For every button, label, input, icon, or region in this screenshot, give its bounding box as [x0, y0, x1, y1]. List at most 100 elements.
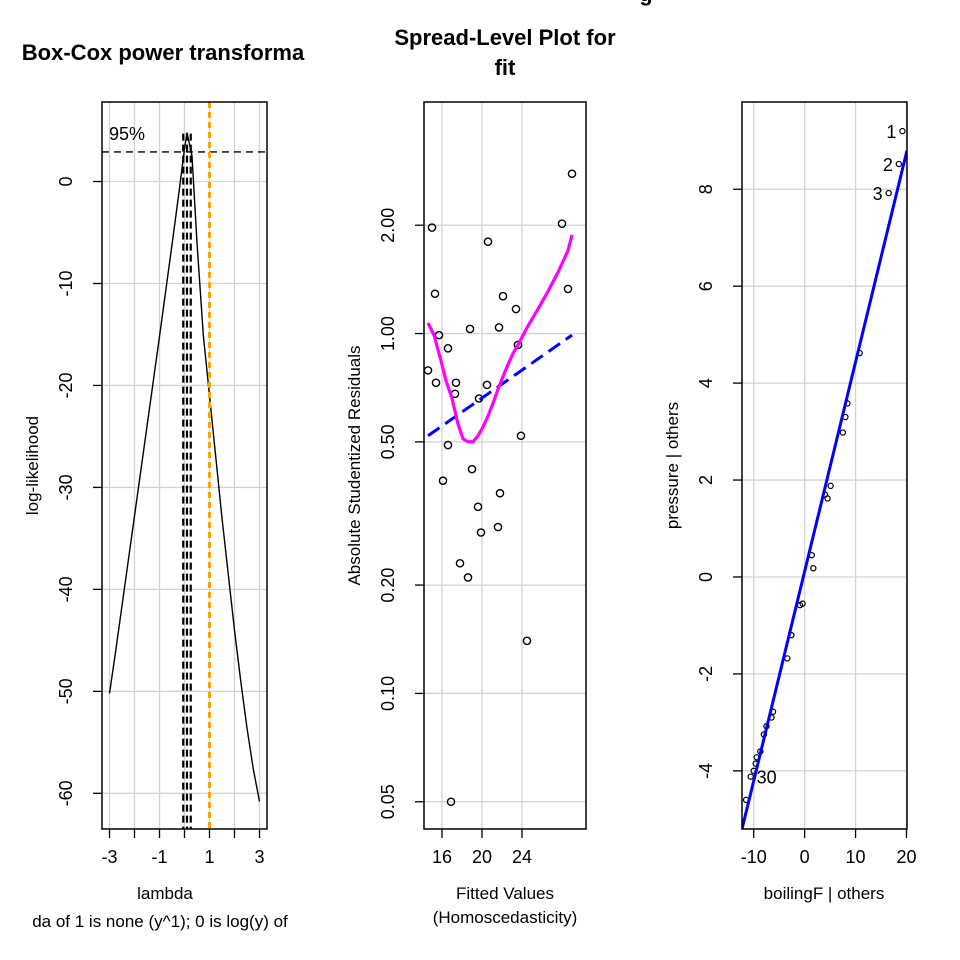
x-tick-label: 3	[254, 847, 264, 867]
residual-point	[451, 378, 461, 388]
y-tick-label: -20	[56, 372, 76, 398]
residual-point	[430, 289, 440, 299]
y-tick-label: 0.10	[378, 676, 398, 711]
residual-point	[557, 219, 567, 228]
regression-line	[742, 150, 907, 829]
partial-point	[895, 160, 903, 168]
residual-point	[482, 380, 492, 390]
plot-area	[742, 127, 907, 829]
partial-point	[810, 565, 817, 572]
point-label: 30	[757, 768, 777, 788]
residual-point	[495, 488, 505, 498]
residual-point	[465, 324, 475, 334]
plot-frame	[101, 101, 268, 830]
x-tick-label: -1	[151, 847, 167, 867]
panel-subtitle: da of 1 is none (y^1); 0 is log(y) of	[32, 912, 288, 931]
residual-point	[511, 304, 521, 314]
x-axis-label: Fitted Values	[456, 884, 554, 903]
y-tick-label: 0	[56, 177, 76, 187]
y-tick-label: 2.00	[378, 208, 398, 243]
cropped-figure-title: g	[639, 0, 652, 6]
x-tick-label: 20	[896, 847, 916, 867]
partial-point	[899, 127, 906, 135]
axes: -3 -1 1 3 0 -10 -20 -30 -40 -50 -60	[56, 177, 265, 867]
plot-area	[424, 169, 577, 807]
residual-point	[498, 291, 508, 301]
y-tick-label: -40	[56, 576, 76, 602]
partial-point	[885, 189, 892, 197]
residual-point	[513, 340, 523, 350]
x-tick-label: 16	[432, 847, 452, 867]
y-tick-label: 2	[696, 475, 716, 485]
box-cox-panel: -3 -1 1 3 0 -10 -20 -30 -40 -50 -60 Box-Cox power t…	[22, 40, 305, 931]
grid-lines	[102, 102, 267, 829]
y-axis-label: log-likelihood	[23, 416, 42, 515]
residual-point	[516, 431, 526, 441]
grid-lines	[742, 102, 908, 829]
x-axis-label: boilingF | others	[764, 884, 885, 903]
y-tick-label: 0.20	[378, 568, 398, 603]
log-likelihood-curve	[108, 132, 261, 802]
x-tick-label: -10	[741, 847, 767, 867]
x-tick-label: -3	[101, 847, 117, 867]
axes: -10 0 10 20 -4 -2 0 2 4 6 8	[696, 184, 917, 867]
axes: 16 20 24 0.05 0.10 0.20 0.50 1.00 2.00	[378, 208, 532, 867]
residual-point	[473, 502, 483, 512]
residual-point	[467, 464, 477, 474]
partial-point	[799, 600, 806, 607]
panel-title: fit	[495, 55, 516, 80]
spread-level-panel: 16 20 24 0.05 0.10 0.20 0.50 1.00 2.00 Spread-Lev…	[345, 25, 616, 927]
y-tick-label: -10	[56, 270, 76, 296]
residual-point	[431, 378, 441, 388]
point-label: 3	[873, 184, 883, 204]
x-tick-label: 0	[800, 847, 810, 867]
residual-point	[522, 636, 532, 646]
residual-point	[476, 528, 486, 537]
plot-frame	[423, 101, 587, 830]
point-label: 1	[886, 122, 896, 142]
ci-label: 95%	[109, 124, 145, 144]
residual-point	[563, 284, 573, 294]
panel-title: Spread-Level Plot for	[394, 25, 616, 50]
smooth-curve	[426, 234, 574, 444]
residual-point	[455, 558, 465, 568]
y-tick-label: -50	[56, 678, 76, 704]
residual-point	[446, 797, 456, 807]
y-tick-label: -2	[696, 666, 716, 682]
y-axis-label: pressure | others	[663, 402, 682, 529]
y-tick-label: 0.50	[378, 424, 398, 459]
y-tick-label: -30	[56, 474, 76, 500]
residual-point	[493, 522, 503, 532]
x-tick-label: 10	[846, 847, 866, 867]
residual-point	[567, 169, 577, 179]
residual-point	[424, 366, 433, 375]
residual-point	[443, 343, 453, 353]
y-tick-label: 6	[696, 281, 716, 291]
y-tick-label: 8	[696, 184, 716, 194]
x-tick-label: 1	[204, 847, 214, 867]
added-variable-panel: -10 0 10 20 -4 -2 0 2 4 6 8 boilingF | others pressu…	[663, 101, 917, 903]
partial-point	[824, 495, 831, 502]
residual-point	[443, 440, 453, 450]
y-tick-label: 1.00	[378, 316, 398, 351]
y-tick-label: 0	[696, 572, 716, 582]
x-axis-label: (Homoscedasticity)	[433, 908, 578, 927]
x-tick-label: 20	[472, 847, 492, 867]
x-tick-label: 24	[512, 847, 532, 867]
y-tick-label: -4	[696, 763, 716, 779]
y-axis-label: Absolute Studentized Residuals	[345, 345, 364, 585]
grid-lines	[424, 102, 586, 829]
y-tick-label: 4	[696, 378, 716, 388]
residual-point	[438, 476, 448, 486]
residual-point	[463, 573, 473, 582]
residual-point	[494, 323, 504, 332]
partial-point	[827, 482, 834, 490]
residual-point	[427, 223, 437, 232]
partial-point	[747, 773, 754, 780]
plot-frame	[741, 101, 908, 830]
partial-point	[784, 655, 791, 662]
residual-point	[483, 237, 493, 246]
y-tick-label: 0.05	[378, 784, 398, 819]
panel-title: Box-Cox power transforma	[22, 40, 305, 65]
